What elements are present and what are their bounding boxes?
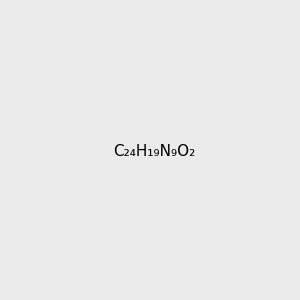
Text: C₂₄H₁₉N₉O₂: C₂₄H₁₉N₉O₂ xyxy=(112,144,195,159)
